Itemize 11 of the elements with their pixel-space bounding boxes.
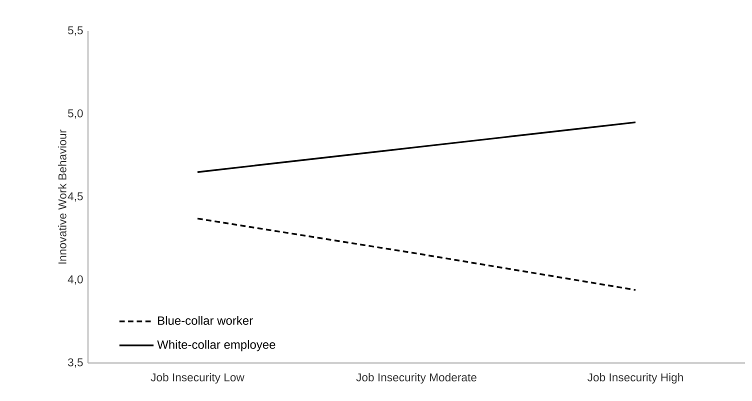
y-tick-label: 5,0: [68, 109, 83, 119]
x-tick-label: Job Insecurity Low: [150, 373, 244, 384]
y-tick-label: 5,5: [68, 26, 83, 36]
x-tick-label: Job Insecurity High: [587, 373, 683, 384]
y-tick-label: 3,5: [68, 358, 83, 368]
y-tick-label: 4,0: [68, 275, 83, 285]
y-axis-title: Innovative Work Behaviour: [58, 130, 66, 264]
x-tick-label: Job Insecurity Moderate: [356, 373, 476, 384]
y-tick-label: 4,5: [68, 192, 83, 202]
legend-label: White-collar employee: [157, 340, 276, 352]
legend-label: Blue-collar worker: [158, 316, 253, 325]
